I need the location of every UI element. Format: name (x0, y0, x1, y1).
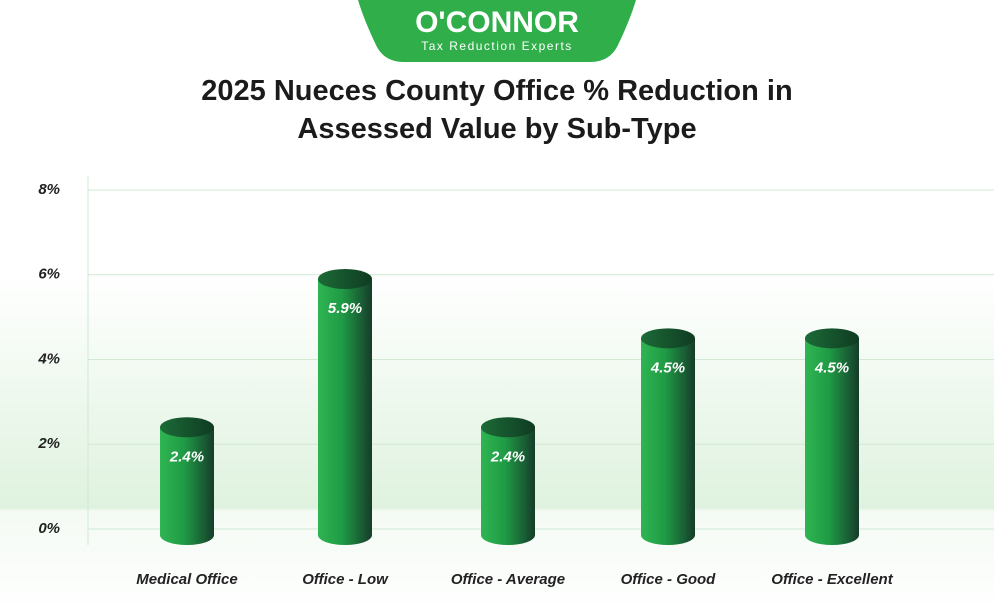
bar-cap (318, 268, 372, 289)
chart-title: 2025 Nueces County Office % Reduction in… (201, 75, 793, 145)
y-tick-label: 4% (37, 350, 60, 367)
bar (160, 427, 214, 535)
bar-cap (805, 328, 859, 349)
bar (641, 338, 695, 535)
y-tick-label: 0% (38, 520, 60, 537)
x-tick-label: Office - Average (451, 571, 565, 588)
value-label: 2.4% (490, 448, 525, 465)
x-tick-label: Office - Good (621, 571, 717, 588)
bar-cap (481, 417, 535, 438)
y-tick-label: 2% (37, 435, 60, 452)
value-label: 4.5% (650, 359, 685, 376)
logo-name: O'CONNOR (415, 6, 579, 39)
x-tick-label: Office - Low (302, 571, 389, 588)
value-label: 5.9% (328, 300, 362, 317)
value-label: 2.4% (169, 448, 204, 465)
logo-tagline: Tax Reduction Experts (421, 39, 573, 53)
logo-badge (358, 0, 636, 62)
bar (318, 278, 372, 535)
value-label: 4.5% (814, 359, 849, 376)
x-tick-label: Medical Office (136, 571, 237, 588)
bar (805, 338, 859, 535)
y-tick-label: 8% (38, 181, 60, 198)
x-tick-label: Office - Excellent (771, 571, 893, 588)
bar-cap (160, 417, 214, 438)
bar (481, 427, 535, 535)
y-tick-label: 6% (38, 266, 60, 283)
bar-cap (641, 328, 695, 349)
